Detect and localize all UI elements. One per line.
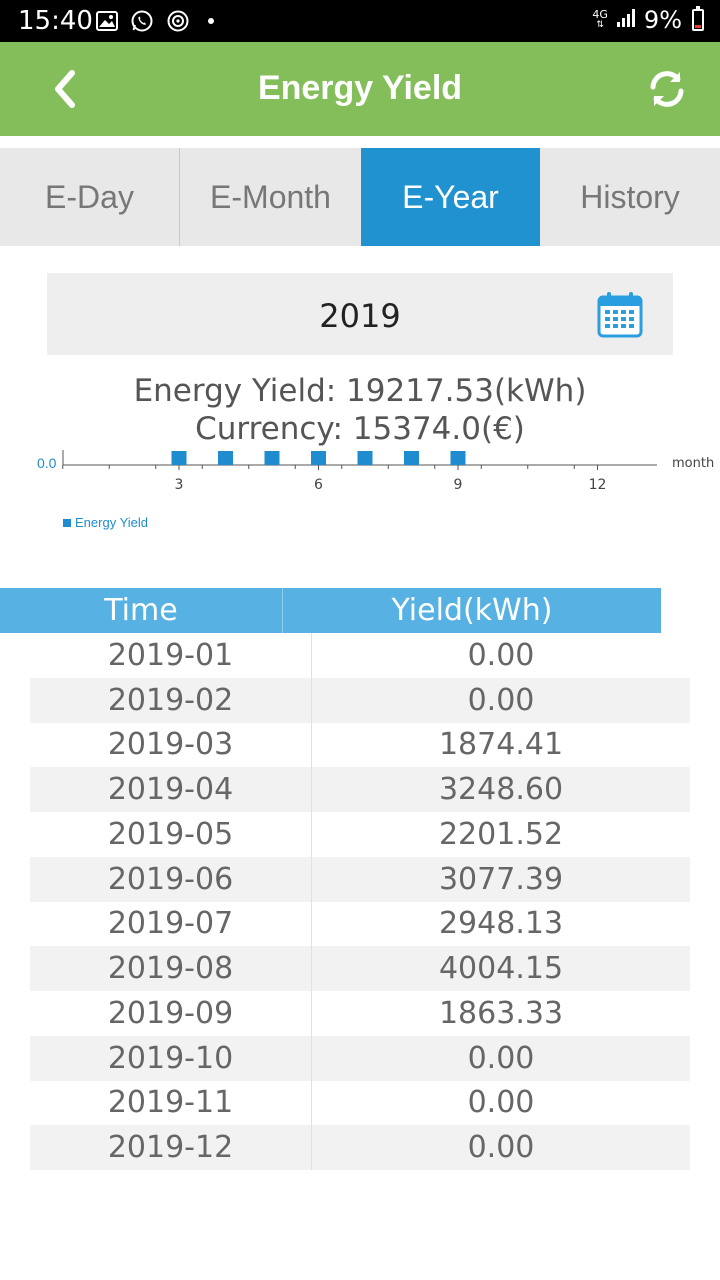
battery-percentage: 9%	[643, 6, 682, 34]
cell-time: 2019-11	[30, 1080, 312, 1126]
data-point	[450, 451, 466, 465]
cell-yield: 0.00	[467, 1040, 535, 1076]
table-row: 2019-04 3248.60	[30, 767, 690, 812]
cell-yield: 1863.33	[438, 995, 564, 1031]
cell-yield: 2201.52	[438, 816, 564, 852]
table-body: 2019-01 0.00 2019-02 0.00 2019-03 1874.41 2019…	[30, 633, 690, 1170]
calendar-button[interactable]	[597, 290, 643, 338]
data-point	[357, 451, 373, 465]
cell-time: 2019-12	[30, 1125, 312, 1170]
table-row: 2019-01 0.00	[30, 633, 690, 678]
cell-yield: 3248.60	[438, 772, 564, 808]
energy-yield-total: Energy Yield: 19217.53(kWh)	[133, 373, 587, 409]
notification-dot-icon	[208, 18, 214, 24]
status-bar: 15:40 4G ⇅ 9%	[0, 0, 720, 42]
table-row: 2019-06 3077.39	[30, 856, 690, 902]
year-picker[interactable]: 2019	[47, 273, 673, 355]
gallery-icon	[96, 11, 118, 31]
currency-total: Currency: 15374.0(€)	[195, 411, 525, 447]
signal-icon	[616, 8, 636, 33]
table-row: 2019-10 0.00	[30, 1035, 690, 1081]
cell-time: 2019-08	[30, 946, 312, 991]
cell-time: 2019-01	[30, 633, 312, 678]
tab-e-day[interactable]: E-Day	[0, 148, 180, 246]
cell-time: 2019-10	[30, 1035, 312, 1081]
calendar-icon	[597, 292, 643, 338]
page-title: Energy Yield	[257, 69, 463, 107]
energy-yield-chart: 0.0 3 6 9 12 month Energy Yield	[37, 450, 714, 530]
table-row: 2019-05 2201.52	[30, 812, 690, 857]
cell-time: 2019-07	[30, 901, 312, 947]
table-row: 2019-07 2948.13	[30, 901, 690, 947]
cell-time: 2019-04	[30, 767, 312, 812]
x-tick-label: 9	[454, 477, 463, 493]
cell-yield: 4004.15	[438, 951, 564, 987]
tab-e-year[interactable]: E-Year	[361, 148, 540, 246]
cell-yield: 2948.13	[438, 906, 564, 942]
cell-time: 2019-05	[30, 812, 312, 857]
chevron-left-icon	[55, 70, 75, 108]
cell-yield: 0.00	[467, 1130, 535, 1166]
x-axis-label: month	[672, 456, 714, 471]
network-type: 4G ⇅	[592, 8, 608, 30]
whatsapp-icon	[130, 9, 154, 33]
refresh-icon	[650, 71, 684, 107]
data-point	[171, 451, 187, 465]
yield-summary: Energy Yield: 19217.53(kWh) Currency: 15…	[0, 372, 720, 448]
cell-yield: 3077.39	[438, 861, 564, 897]
legend-marker	[63, 519, 71, 527]
table-row: 2019-02 0.00	[30, 677, 690, 723]
y-axis-label: 0.0	[37, 455, 57, 471]
cell-time: 2019-02	[30, 677, 312, 723]
cell-time: 2019-06	[30, 856, 312, 902]
x-tick-label: 3	[175, 477, 184, 493]
x-tick-label: 6	[314, 477, 323, 493]
data-point	[311, 451, 326, 465]
status-notification-icons	[96, 9, 214, 33]
back-button[interactable]	[40, 62, 90, 116]
cell-yield: 0.00	[467, 637, 535, 673]
tab-e-month[interactable]: E-Month	[210, 178, 331, 215]
cell-time: 2019-03	[30, 722, 312, 768]
status-time: 15:40	[18, 6, 93, 36]
table-row: 2019-09 1863.33	[30, 991, 690, 1036]
period-tabs: E-Day E-Month E-Year History	[0, 148, 720, 246]
table-row: 2019-03 1874.41	[30, 722, 690, 768]
cell-time: 2019-09	[30, 991, 312, 1036]
selected-year: 2019	[319, 297, 401, 335]
table-row: 2019-11 0.00	[30, 1080, 690, 1126]
table-header: Time Yield(kWh)	[0, 588, 661, 633]
cell-yield: 1874.41	[438, 727, 564, 763]
refresh-button[interactable]	[644, 66, 690, 112]
battery-icon	[692, 6, 704, 31]
table-row: 2019-08 4004.15	[30, 946, 690, 991]
tab-history[interactable]: History	[580, 178, 680, 215]
sync-app-icon	[166, 9, 190, 33]
table-row: 2019-12 0.00	[30, 1125, 690, 1170]
cell-yield: 0.00	[467, 1085, 535, 1121]
legend-label: Energy Yield	[75, 515, 148, 530]
data-point	[218, 451, 233, 465]
status-system-icons: 4G ⇅ 9%	[592, 6, 704, 34]
data-point	[264, 451, 280, 465]
data-point	[404, 451, 419, 465]
cell-yield: 0.00	[467, 682, 535, 718]
column-header-yield: Yield(kWh)	[391, 593, 553, 628]
column-header-time: Time	[0, 588, 283, 633]
x-tick-label: 12	[589, 477, 607, 493]
app-header: Energy Yield	[0, 42, 720, 136]
